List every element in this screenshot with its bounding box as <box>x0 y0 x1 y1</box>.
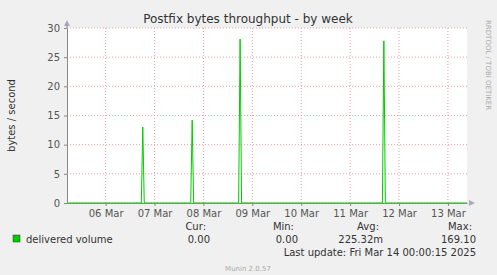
grid-line <box>301 28 302 203</box>
background <box>0 0 497 275</box>
x-axis: 06 Mar 07 Mar 08 Mar 09 Mar 10 Mar 11 Mar 12 M… <box>68 203 468 219</box>
grid-line <box>67 86 467 87</box>
y-tick: 25 <box>47 52 67 63</box>
grid-line <box>399 28 400 203</box>
x-tick: 13 Mar <box>431 203 467 219</box>
stat-label: Cur: <box>185 221 206 232</box>
y-tick: 0 <box>54 198 67 209</box>
grid-line <box>252 28 253 203</box>
tick-label: 12 Mar <box>382 208 418 219</box>
grid-line <box>203 28 204 203</box>
x-tick: 06 Mar <box>89 203 125 219</box>
grid-line <box>67 144 467 145</box>
x-tick: 07 Mar <box>138 203 174 219</box>
stat-label: Min: <box>273 221 294 232</box>
legend-entry: delivered volume <box>26 234 113 245</box>
grid-line <box>447 28 448 203</box>
grid-line <box>105 28 106 203</box>
tick-mark <box>203 203 204 206</box>
tick-label: 20 <box>47 81 60 92</box>
tick-mark <box>64 57 67 58</box>
plot-marks <box>67 39 467 203</box>
tick-label: 15 <box>47 110 60 121</box>
y-axis: 0 5 10 15 20 25 30 <box>47 23 67 209</box>
tick-label: 08 Mar <box>187 208 223 219</box>
y-tick: 30 <box>47 23 67 34</box>
chart: 0 5 10 15 20 25 30 06 Mar 07 Mar 08 Mar 09 Mar 10 M… <box>0 0 497 275</box>
axis-line-ext <box>67 25 68 28</box>
tick-mark <box>448 203 449 206</box>
axis-line <box>67 29 68 204</box>
y-tick: 15 <box>47 110 67 121</box>
grid-line <box>67 57 467 58</box>
y-axis-title: bytes / second <box>6 79 17 152</box>
tick-mark <box>252 203 253 206</box>
axis-line <box>68 203 468 204</box>
tick-mark <box>155 203 156 206</box>
stat-label: Max: <box>448 221 472 232</box>
grid-line <box>67 28 467 29</box>
tick-label: 06 Mar <box>89 208 125 219</box>
last-update: Last update: Fri Mar 14 00:00:15 2025 <box>284 247 476 258</box>
tick-label: 11 Mar <box>333 208 369 219</box>
stat-label: Avg: <box>357 221 379 232</box>
tick-mark <box>64 28 67 29</box>
x-tick: 10 Mar <box>284 203 320 219</box>
grid-line <box>350 28 351 203</box>
tick-mark <box>64 145 67 146</box>
x-tick: 12 Mar <box>382 203 418 219</box>
tick-mark <box>301 203 302 206</box>
stat-value: 169.10 <box>441 234 476 245</box>
y-tick: 5 <box>54 169 67 180</box>
tick-label: 25 <box>47 52 60 63</box>
tick-label: 0 <box>54 198 60 209</box>
axis-arrow <box>469 200 475 206</box>
y-tick: 10 <box>47 139 67 150</box>
x-tick: 11 Mar <box>333 203 369 219</box>
tick-mark <box>64 86 67 87</box>
tick-label: 5 <box>54 169 60 180</box>
stat-value: 225.32m <box>338 234 383 245</box>
tick-label: 07 Mar <box>138 208 174 219</box>
tick-mark <box>106 203 107 206</box>
tick-label: 13 Mar <box>431 208 467 219</box>
stat-value: 0.00 <box>276 234 298 245</box>
legend-swatch <box>13 235 20 242</box>
tick-label: 30 <box>47 23 60 34</box>
tick-mark <box>399 203 400 206</box>
tick-mark <box>64 174 67 175</box>
tick-label: 10 Mar <box>284 208 320 219</box>
tick-mark <box>64 203 67 204</box>
grid-line <box>67 173 467 174</box>
title: Postfix bytes throughput - by week <box>143 12 353 26</box>
y-tick: 20 <box>47 81 67 92</box>
tick-mark <box>64 116 67 117</box>
series-line <box>67 39 467 203</box>
tick-label: 09 Mar <box>235 208 271 219</box>
tick-label: 10 <box>47 139 60 150</box>
grid <box>67 28 467 203</box>
stat-value: 0.00 <box>188 234 210 245</box>
x-tick: 09 Mar <box>235 203 271 219</box>
x-tick: 08 Mar <box>187 203 223 219</box>
tick-mark <box>350 203 351 206</box>
plot-area <box>67 28 467 203</box>
grid-line <box>154 28 155 203</box>
grid-line <box>67 115 467 116</box>
watermark: RRDTOOL / TOBI OETIKER <box>484 20 492 110</box>
footer: Munin 2.0.57 <box>225 265 271 273</box>
